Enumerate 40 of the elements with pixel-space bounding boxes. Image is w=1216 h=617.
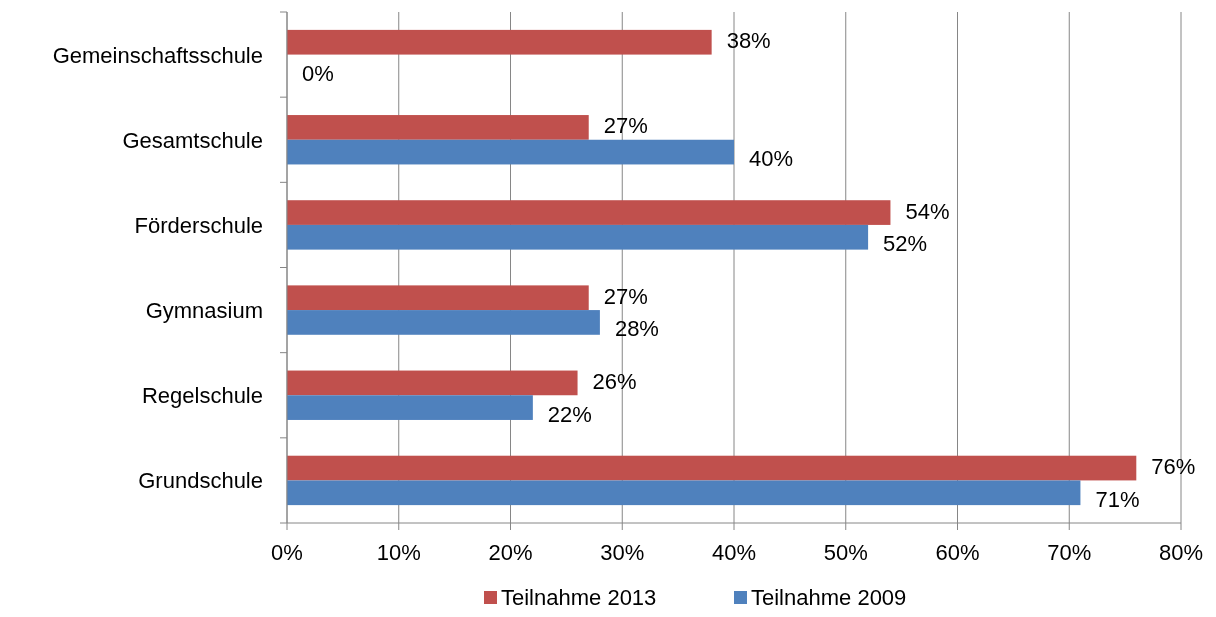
y-tick-label: Grundschule (138, 468, 263, 494)
data-label: 0% (302, 60, 334, 86)
y-tick-label: Förderschule (134, 212, 263, 238)
legend-label: Teilnahme 2013 (501, 585, 657, 610)
data-label: 76% (1151, 454, 1196, 480)
bar (287, 310, 600, 335)
x-tick-label: 60% (935, 540, 980, 565)
bar (287, 285, 589, 311)
bar (287, 139, 734, 165)
x-tick-label: 40% (711, 540, 757, 565)
x-tick-label: 80% (1158, 540, 1204, 565)
bar (287, 455, 1137, 481)
data-label: 27% (603, 283, 648, 309)
x-tick-label: 30% (600, 540, 645, 565)
y-tick-label: Gymnasium (145, 298, 263, 324)
y-tick-label: Gemeinschaftsschule (52, 42, 263, 68)
bar (287, 395, 533, 420)
data-label: 40% (749, 146, 794, 172)
bar (287, 224, 869, 250)
x-tick-label: 20% (488, 540, 533, 565)
bar (287, 115, 589, 140)
data-label: 26% (592, 368, 637, 394)
x-tick-label: 10% (376, 540, 421, 565)
legend-label: Teilnahme 2009 (751, 585, 907, 610)
bar (287, 29, 712, 55)
data-label: 22% (547, 401, 592, 427)
x-tick-label: 0% (271, 540, 303, 565)
data-label: 71% (1095, 486, 1140, 512)
data-label: 52% (883, 231, 928, 257)
x-tick-label: 70% (1047, 540, 1092, 565)
data-label: 28% (614, 316, 659, 342)
y-tick-label: Gesamtschule (122, 127, 263, 153)
bar (287, 370, 578, 396)
x-tick-label: 50% (823, 540, 868, 565)
bar (287, 200, 891, 225)
y-tick-label: Regelschule (141, 383, 263, 409)
bar (287, 480, 1081, 506)
data-label: 27% (603, 113, 648, 139)
data-label: 38% (726, 28, 771, 54)
data-label: 54% (905, 198, 950, 224)
